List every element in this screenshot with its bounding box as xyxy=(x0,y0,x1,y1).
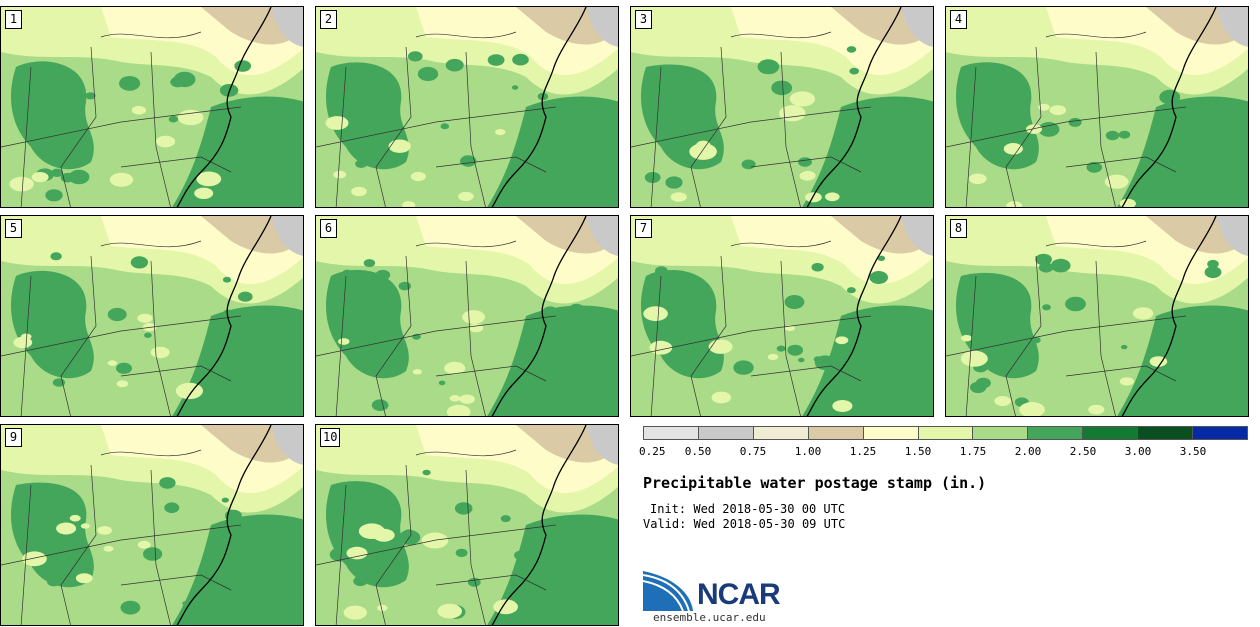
map-panel: 2 xyxy=(315,6,619,208)
precipitable-water-map xyxy=(1,216,303,416)
colorbar-tick-label: 0.75 xyxy=(739,445,767,458)
logo-url: ensemble.ucar.edu xyxy=(653,611,766,624)
colorbar-tick-label: 3.50 xyxy=(1179,445,1207,458)
precipitable-water-map xyxy=(631,7,933,207)
colorbar-tick-label: 1.75 xyxy=(959,445,987,458)
precipitable-water-map xyxy=(1,7,303,207)
colorbar-segment xyxy=(863,427,919,439)
colorbar-segment xyxy=(1193,427,1247,439)
colorbar-segment xyxy=(1028,427,1084,439)
colorbar-tick-label: 1.00 xyxy=(794,445,822,458)
member-number-label: 6 xyxy=(320,219,337,238)
colorbar-ticks: 0.25 0.50 0.75 1.00 1.25 1.50 1.75 2.00 2.50 3.00… xyxy=(639,445,1248,459)
valid-time: Valid: Wed 2018-05-30 09 UTC xyxy=(643,517,846,531)
colorbar-segment xyxy=(918,427,974,439)
precipitable-water-map xyxy=(631,216,933,416)
member-number-label: 1 xyxy=(5,10,22,29)
map-panel: 6 xyxy=(315,215,619,417)
colorbar-tick-label: 2.00 xyxy=(1014,445,1042,458)
precipitable-water-map xyxy=(316,216,618,416)
map-panel: 9 xyxy=(0,424,304,626)
map-title: Precipitable water postage stamp (in.) xyxy=(643,474,987,492)
precipitable-water-map xyxy=(316,7,618,207)
map-panel: 4 xyxy=(945,6,1249,208)
map-panel: 7 xyxy=(630,215,934,417)
member-number-label: 10 xyxy=(320,428,341,447)
precipitable-water-map xyxy=(316,425,618,625)
colorbar-tick-label: 3.00 xyxy=(1124,445,1152,458)
map-panel: 3 xyxy=(630,6,934,208)
member-number-label: 2 xyxy=(320,10,337,29)
map-panel: 5 xyxy=(0,215,304,417)
precipitable-water-map xyxy=(946,7,1248,207)
map-panel: 8 xyxy=(945,215,1249,417)
map-panel: 1 xyxy=(0,6,304,208)
colorbar-segment xyxy=(1138,427,1194,439)
ncar-logo-text: NCAR xyxy=(697,578,781,611)
init-time: Init: Wed 2018-05-30 00 UTC xyxy=(650,502,846,516)
precipitable-water-map xyxy=(946,216,1248,416)
member-number-label: 9 xyxy=(5,428,22,447)
map-panel: 10 xyxy=(315,424,619,626)
precipitable-water-map xyxy=(1,425,303,625)
member-number-label: 4 xyxy=(950,10,967,29)
colorbar-tick-label: 2.50 xyxy=(1069,445,1097,458)
colorbar-segment xyxy=(1083,427,1139,439)
member-number-label: 8 xyxy=(950,219,967,238)
colorbar-segment xyxy=(644,427,699,439)
colorbar-segment xyxy=(808,427,864,439)
colorbar-tick-label: 1.25 xyxy=(849,445,877,458)
colorbar xyxy=(643,426,1248,440)
colorbar-tick-label: 0.25 xyxy=(639,445,666,458)
colorbar-segment xyxy=(973,427,1029,439)
ncar-logo-icon xyxy=(643,571,693,612)
member-number-label: 5 xyxy=(5,219,22,238)
colorbar-tick-label: 1.50 xyxy=(904,445,932,458)
member-number-label: 3 xyxy=(635,10,652,29)
colorbar-segment xyxy=(698,427,754,439)
colorbar-tick-label: 0.50 xyxy=(684,445,712,458)
colorbar-segment xyxy=(753,427,809,439)
member-number-label: 7 xyxy=(635,219,652,238)
